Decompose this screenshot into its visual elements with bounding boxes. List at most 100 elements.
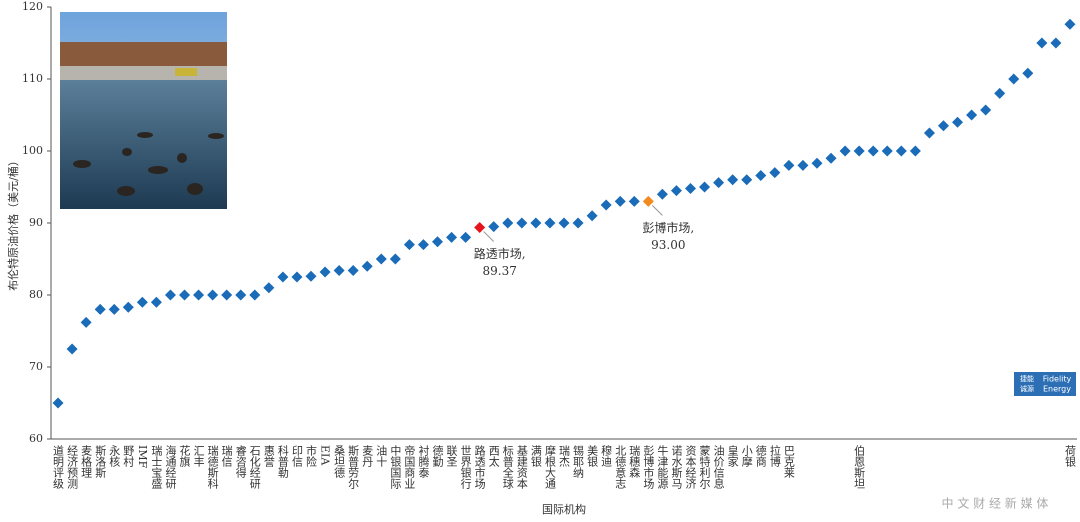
point [544,217,556,229]
point [474,222,486,234]
badge: 捷能 诚源 Fidelity Energy [1014,372,1076,396]
point [642,195,654,207]
y-tick-label: 70 [29,360,43,373]
point [94,303,106,315]
x-tick-label: 德商 [754,444,767,468]
x-tick-label: 油十 [375,444,388,467]
x-tick-label: 麦丹 [361,445,374,468]
badge-text: Fidelity [1043,375,1072,384]
x-tick-label: 小摩 [740,445,753,468]
point [923,127,935,139]
point [108,303,120,315]
point [277,271,289,283]
x-tick-label: 瑞穗森 [628,444,641,479]
x-tick-label: 汇丰 [192,445,205,467]
point [249,289,261,301]
value-label: 89.37 [482,264,516,278]
x-tick-label: 拉博 [768,444,781,468]
x-tick-label: 牛津能源 [656,444,669,490]
point [909,145,921,157]
point [628,195,640,207]
point [66,343,78,355]
y-tick-label: 110 [22,72,43,85]
x-tick-label: 油价信息 [712,444,725,489]
x-tick-label: 帝国商业 [403,444,416,489]
x-tick-label: 锡耶纳 [572,444,585,479]
x-tick-label: 中银国际 [389,445,402,490]
leader-line [483,231,495,242]
x-tick-label: 穆迪 [600,444,613,467]
value-label: 93.00 [651,238,685,252]
x-tick-label: 基建资本 [515,445,528,490]
point [375,253,387,265]
x-tick-label: 科普勒 [276,444,289,479]
point [1064,18,1076,30]
x-tick-label: 满银 [529,445,542,468]
point [614,195,626,207]
point [446,231,458,243]
x-tick-label: 市险 [305,444,318,468]
point [207,289,219,301]
point [741,174,753,186]
point [670,185,682,197]
x-tick-label: 伯恩斯坦 [853,444,866,489]
x-tick-label: 斯普劳尔 [347,445,360,489]
point [1008,73,1020,85]
x-tick-label: IMF [136,445,149,469]
point [994,87,1006,99]
x-tick-label: 巴克莱 [782,445,795,479]
point [881,145,893,157]
point [235,289,247,301]
point [966,109,978,121]
x-tick-label: 睿咨得 [234,444,247,478]
x-tick-label: 标普全球 [501,444,514,489]
x-tick-label: 石化经研 [248,445,261,490]
point [895,145,907,157]
point [586,210,598,222]
point [179,289,191,301]
point [164,289,176,301]
x-tick-label: 永核 [108,444,121,468]
point [867,145,879,157]
y-tick-label: 90 [29,216,43,229]
x-tick-label: 美银 [586,445,599,468]
x-tick-label: 瑞士宝盛 [150,444,163,489]
x-tick-label: 海通经研 [164,444,177,490]
x-tick-label: 诺水斯马 [670,445,683,490]
x-tick-label: EIA [319,445,332,466]
x-tick-label: 瑞信 [220,444,233,468]
badge-text: 捷能 [1020,374,1034,383]
point [839,145,851,157]
point [530,217,542,229]
x-tick-label: 荷银 [1063,445,1076,468]
point [783,159,795,171]
point [291,271,303,283]
y-axis-title: 布伦特原油价格（美元/桶） [6,155,20,291]
point-label: 路透市场, [474,246,526,261]
point [122,301,134,313]
point [755,169,767,181]
point [305,270,317,282]
badge-text: 诚源 [1020,384,1034,393]
point [136,296,148,308]
point [769,167,781,179]
point [825,152,837,164]
point [221,289,233,301]
point [980,104,992,116]
point [684,182,696,194]
x-tick-label: 资本经济 [684,445,697,489]
point [319,266,331,278]
y-tick-label: 80 [29,288,43,301]
x-tick-label: 经济预测 [66,445,79,490]
point [952,116,964,128]
watermark: 中 文 财 经 新 媒 体 [942,496,1049,511]
x-tick-label: 皇家 [726,444,739,467]
point-label: 彭博市场, [642,220,694,235]
x-axis-title: 国际机构 [542,502,586,516]
y-tick-label: 100 [22,144,43,157]
x-tick-label: 西太 [487,445,500,468]
point [432,236,444,248]
x-tick-label: 世界银行 [459,445,472,490]
x-tick-label: 衬腾泰 [417,445,430,478]
point [80,316,92,328]
